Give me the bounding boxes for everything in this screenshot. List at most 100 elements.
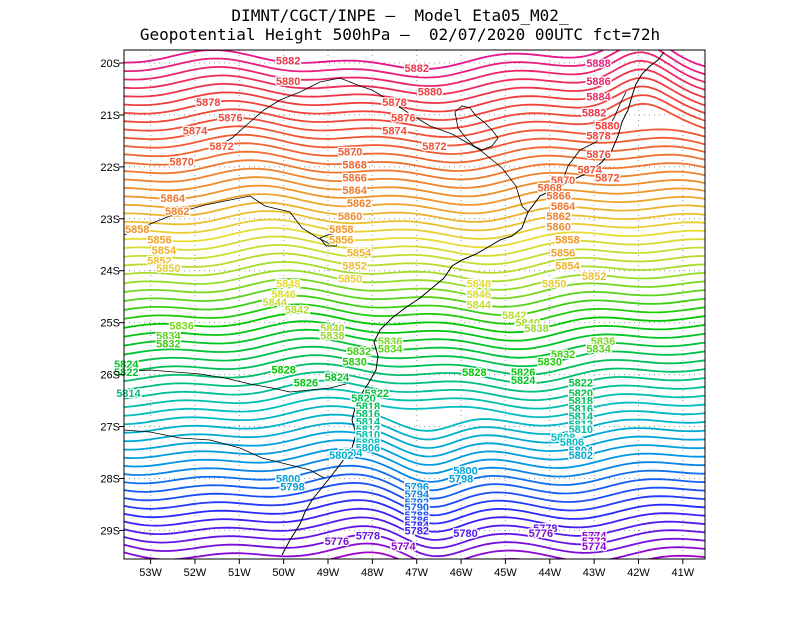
contour-line bbox=[124, 447, 705, 475]
title-line-1: DIMNT/CGCT/INPE — Model Eta05_M02_ bbox=[231, 6, 569, 25]
contour-line bbox=[124, 345, 705, 368]
contour-label: 5844 bbox=[263, 297, 288, 309]
contour-line bbox=[124, 260, 705, 283]
contour-label: 5882 bbox=[276, 55, 300, 67]
lat-tick-label: 25S bbox=[100, 318, 120, 330]
contour-line bbox=[124, 303, 705, 325]
contour-label: 5858 bbox=[555, 235, 579, 247]
contour-label: 5806 bbox=[356, 442, 380, 454]
contour-label: 5852 bbox=[582, 271, 606, 283]
contour-label: 5852 bbox=[342, 261, 366, 273]
contour-label: 5876 bbox=[586, 149, 610, 161]
contour-label: 5882 bbox=[582, 107, 606, 119]
contour-label: 5874 bbox=[577, 164, 602, 176]
contour-line bbox=[124, 50, 705, 79]
contour-line bbox=[124, 201, 705, 223]
contour-label: 5856 bbox=[551, 248, 575, 260]
contour-line bbox=[124, 371, 705, 393]
contour-line bbox=[124, 167, 705, 189]
contour-label: 5858 bbox=[329, 224, 353, 236]
contour-line bbox=[124, 76, 705, 113]
contour-line bbox=[124, 388, 705, 410]
lon-tick-label: 44W bbox=[538, 567, 561, 579]
contour-label: 5864 bbox=[342, 185, 367, 197]
contour-label: 5796 bbox=[404, 481, 428, 493]
contour-line bbox=[124, 125, 705, 147]
contour-label: 5838 bbox=[320, 331, 344, 343]
contour-label: 5804 bbox=[338, 448, 363, 460]
contour-label: 5832 bbox=[347, 346, 371, 358]
title-line-2: Geopotential Height 500hPa — 02/07/2020 … bbox=[139, 25, 661, 44]
contour-line bbox=[124, 405, 705, 432]
axis-ticks: 53W 52W 51W 50W 49W 48W 47W 46W 45W 44W 43W 42W 41W 2… bbox=[100, 58, 694, 579]
contour-label: 5788 bbox=[404, 510, 428, 522]
contour-label: 5824 bbox=[114, 359, 139, 371]
contour-line bbox=[124, 244, 705, 266]
contour-label: 5872 bbox=[422, 141, 446, 153]
contour-label: 5860 bbox=[338, 211, 362, 223]
contour-label: 5782 bbox=[404, 525, 428, 537]
contour-label: 5778 bbox=[356, 531, 380, 543]
state-border-path bbox=[124, 429, 325, 479]
contour-line bbox=[124, 464, 705, 492]
contour-label: 5830 bbox=[538, 357, 562, 369]
state-border-path bbox=[124, 369, 347, 393]
contour-line bbox=[124, 533, 705, 558]
lon-tick-label: 46W bbox=[450, 567, 473, 579]
coastline bbox=[124, 51, 665, 556]
contour-label: 5876 bbox=[391, 113, 415, 125]
contour-label: 5814 bbox=[116, 388, 141, 400]
contour-label: 5846 bbox=[271, 289, 295, 301]
state-border-path bbox=[211, 77, 529, 213]
contour-line bbox=[124, 422, 705, 449]
lat-tick-label: 21S bbox=[100, 110, 120, 122]
contour-label: 5834 bbox=[378, 344, 403, 356]
contour-label: 5870 bbox=[551, 175, 575, 187]
contour-label: 5842 bbox=[285, 305, 309, 317]
contour-label: 5814 bbox=[569, 411, 594, 423]
contour-label: 5878 bbox=[196, 97, 220, 109]
lon-tick-label: 51W bbox=[228, 567, 251, 579]
contour-label: 5864 bbox=[551, 201, 576, 213]
contour-label: 5816 bbox=[569, 403, 593, 415]
contour-label: 5842 bbox=[502, 310, 526, 322]
lon-tick-label: 41W bbox=[672, 567, 695, 579]
contour-label: 5778 bbox=[533, 523, 557, 535]
contour-line bbox=[124, 311, 705, 334]
contour-label: 5772 bbox=[582, 536, 606, 548]
contour-line bbox=[124, 337, 705, 359]
contour-label: 5814 bbox=[356, 416, 381, 428]
state-border-path bbox=[319, 233, 341, 247]
contour-label: 5882 bbox=[404, 63, 428, 75]
lon-tick-label: 52W bbox=[184, 567, 207, 579]
lon-tick-label: 45W bbox=[494, 567, 517, 579]
contour-label: 5826 bbox=[511, 367, 535, 379]
contour-line bbox=[124, 51, 705, 87]
contour-label: 5880 bbox=[276, 76, 300, 88]
lat-tick-label: 28S bbox=[100, 473, 120, 485]
state-border-path bbox=[124, 195, 331, 245]
contour-line bbox=[124, 320, 705, 342]
contour-label: 5848 bbox=[467, 279, 491, 291]
lat-tick-label: 26S bbox=[100, 370, 120, 382]
contour-label: 5846 bbox=[467, 289, 491, 301]
contour-label: 5850 bbox=[156, 263, 180, 275]
contour-label: 5836 bbox=[378, 336, 402, 348]
contour-label: 5840 bbox=[515, 318, 539, 330]
lat-tick-label: 22S bbox=[100, 162, 120, 174]
contour-label: 5866 bbox=[546, 190, 570, 202]
contour-line bbox=[124, 473, 705, 500]
contour-line bbox=[124, 499, 705, 525]
contour-label: 5798 bbox=[280, 481, 304, 493]
contour-label: 5774 bbox=[582, 541, 607, 553]
contour-label: 5850 bbox=[338, 274, 362, 286]
contour-label: 5856 bbox=[147, 235, 171, 247]
contour-line bbox=[124, 94, 705, 130]
lon-tick-label: 48W bbox=[361, 567, 384, 579]
contour-label: 5880 bbox=[418, 87, 442, 99]
contour-line bbox=[124, 456, 705, 483]
contour-label: 5876 bbox=[218, 113, 242, 125]
contour-label: 5868 bbox=[342, 159, 366, 171]
contour-label: 5776 bbox=[325, 536, 349, 548]
